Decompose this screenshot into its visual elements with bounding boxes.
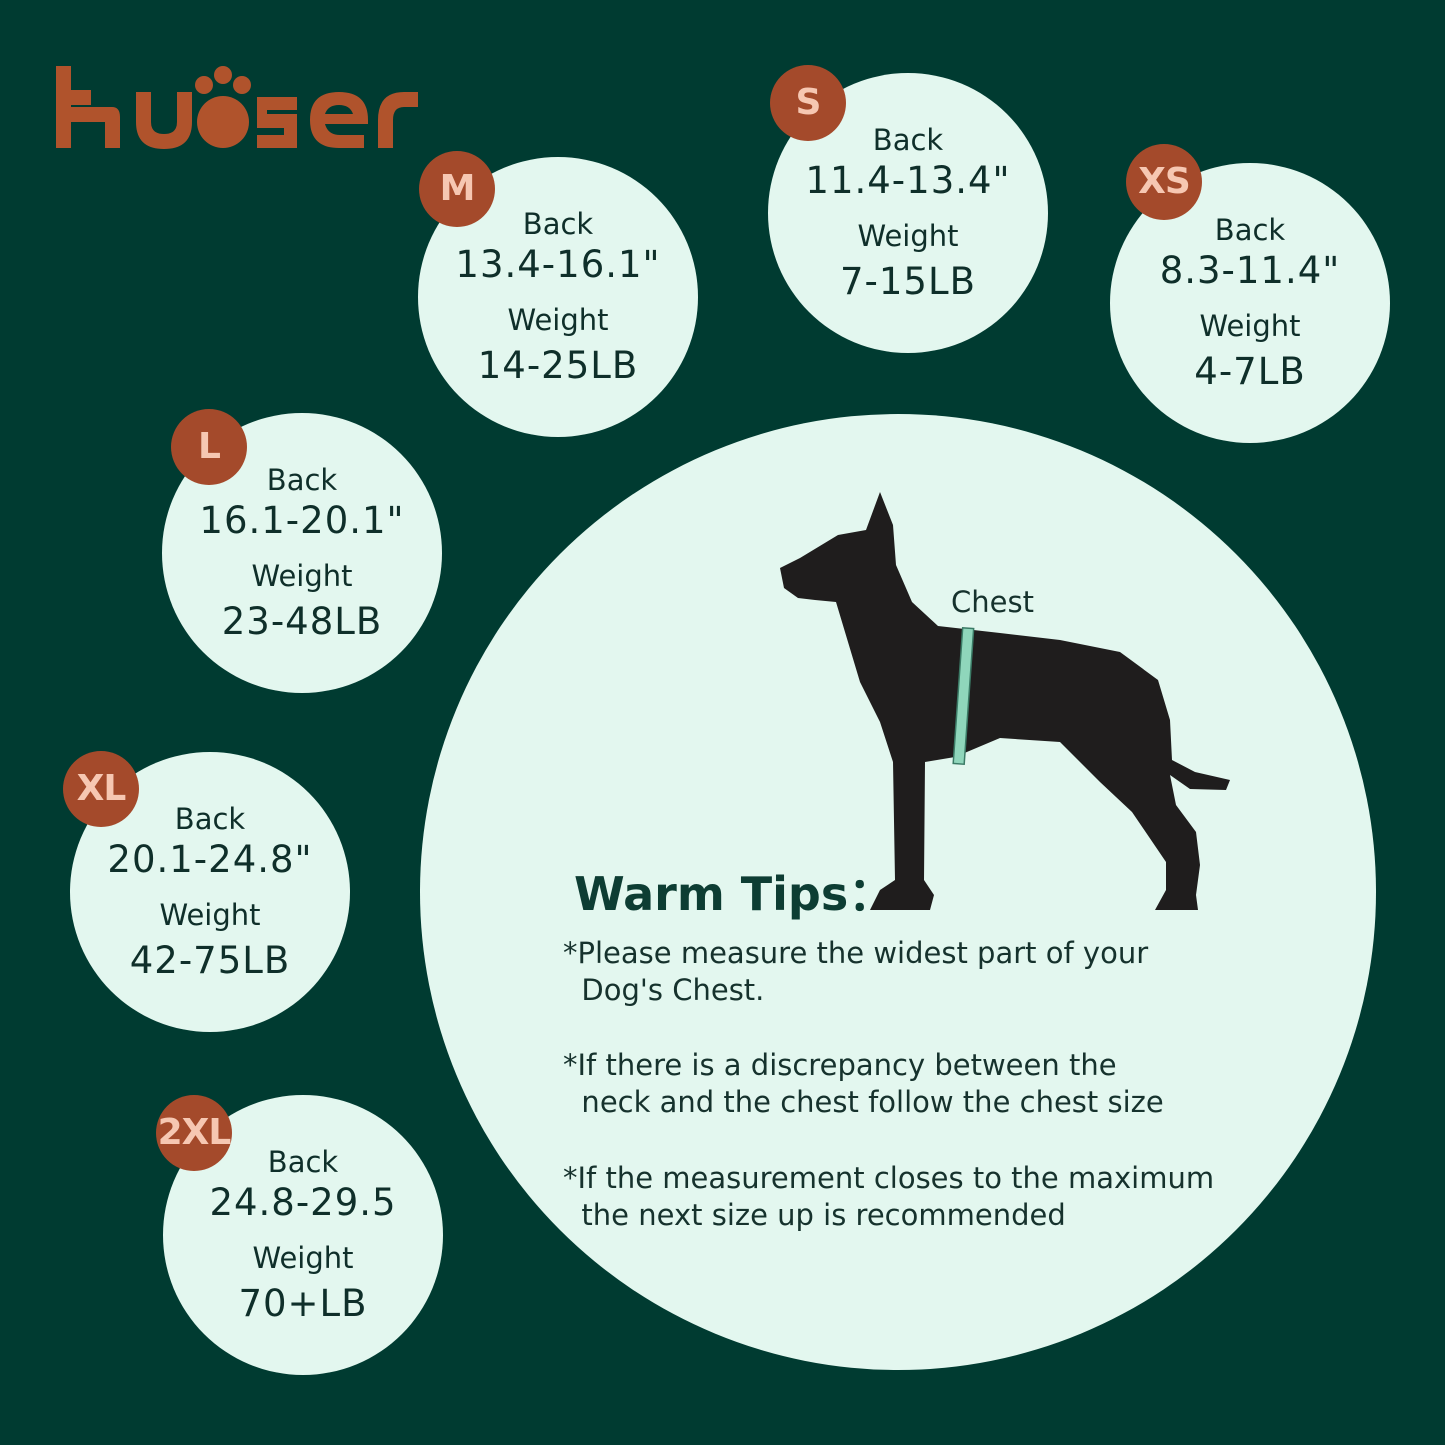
size-badge-s: S bbox=[770, 65, 846, 141]
weight-label: Weight bbox=[159, 898, 261, 932]
back-label: Back bbox=[267, 1145, 339, 1179]
weight-label: Weight bbox=[1199, 309, 1301, 343]
weight-value: 70+LB bbox=[238, 1282, 368, 1325]
back-value: 8.3-11.4" bbox=[1159, 249, 1341, 292]
tip-item: *If the measurement closes to the maximu… bbox=[563, 1161, 1215, 1232]
weight-value: 7-15LB bbox=[840, 260, 976, 303]
back-value: 13.4-16.1" bbox=[455, 243, 661, 286]
weight-label: Weight bbox=[507, 303, 609, 337]
weight-label: Weight bbox=[857, 219, 959, 253]
back-label: Back bbox=[266, 463, 338, 497]
weight-label: Weight bbox=[251, 559, 353, 593]
weight-label: Weight bbox=[252, 1241, 354, 1275]
brand-logo bbox=[52, 52, 422, 152]
back-value: 11.4-13.4" bbox=[805, 159, 1011, 202]
warm-tips-title: Warm Tips： bbox=[574, 867, 895, 921]
back-label: Back bbox=[1214, 213, 1286, 247]
size-badge-xs: XS bbox=[1126, 144, 1202, 220]
back-value: 20.1-24.8" bbox=[107, 838, 313, 881]
size-badge-m: M bbox=[419, 151, 495, 227]
back-label: Back bbox=[872, 123, 944, 157]
weight-value: 4-7LB bbox=[1194, 350, 1306, 393]
tip-item: *Please measure the widest part of your … bbox=[563, 936, 1149, 1007]
weight-value: 23-48LB bbox=[221, 600, 383, 643]
weight-value: 14-25LB bbox=[477, 344, 639, 387]
back-label: Back bbox=[174, 802, 246, 836]
back-value: 16.1-20.1" bbox=[199, 499, 405, 542]
weight-value: 42-75LB bbox=[129, 939, 291, 982]
tip-item: *If there is a discrepancy between the n… bbox=[563, 1048, 1164, 1119]
back-label: Back bbox=[522, 207, 594, 241]
chest-label: Chest bbox=[951, 585, 1034, 619]
back-value: 24.8-29.5 bbox=[209, 1181, 397, 1224]
size-badge-l: L bbox=[171, 409, 247, 485]
size-badge-2xl: 2XL bbox=[156, 1095, 232, 1171]
tape-measure-icon bbox=[952, 627, 975, 766]
size-badge-xl: XL bbox=[63, 751, 139, 827]
